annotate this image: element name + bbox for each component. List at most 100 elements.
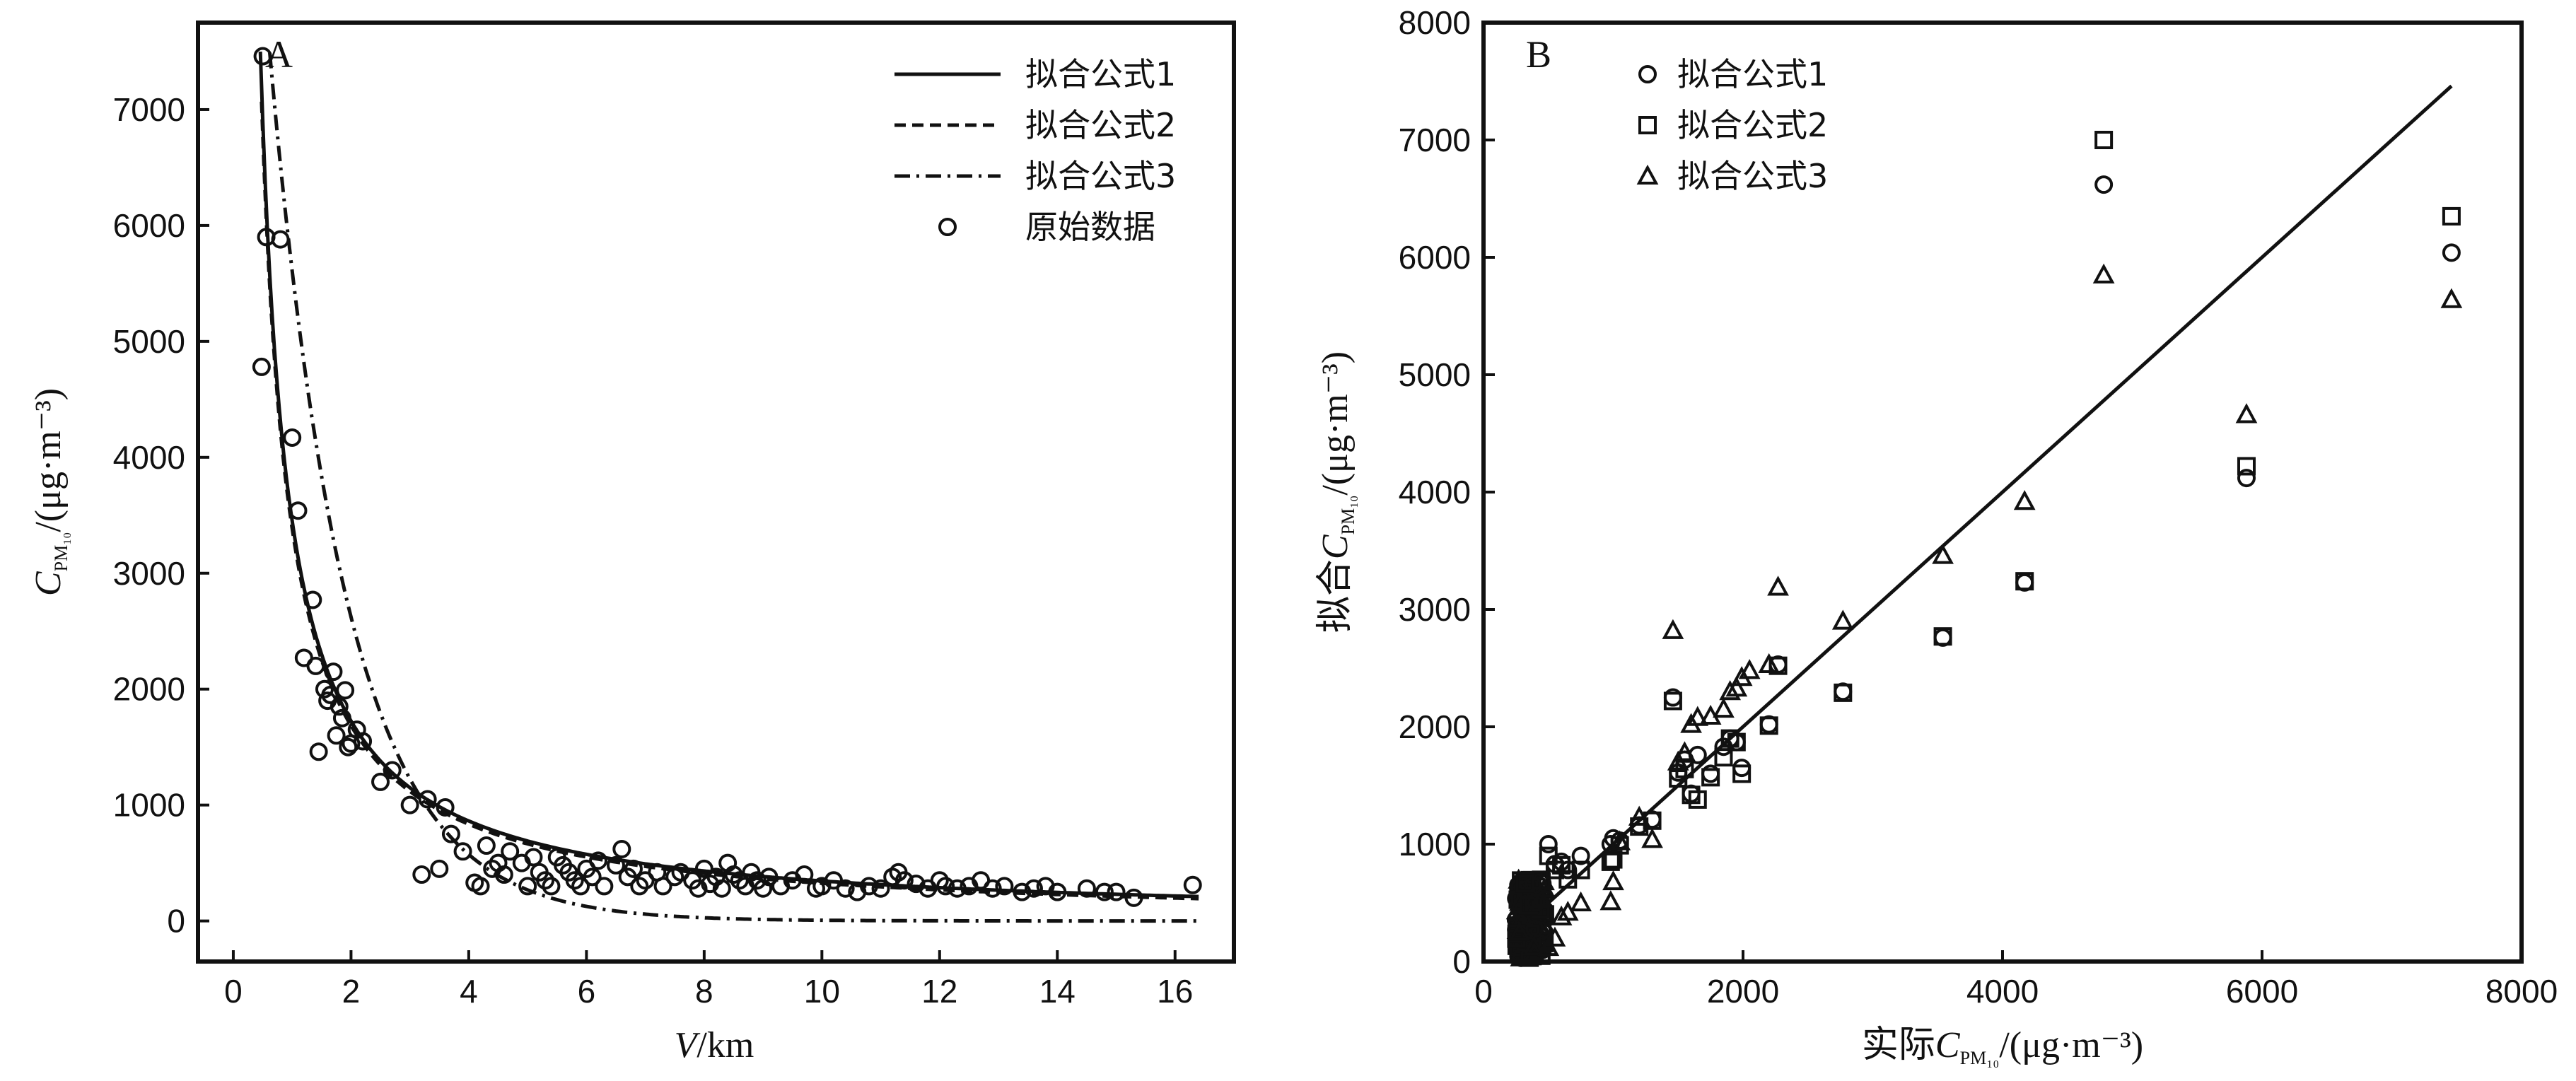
- panel-b-y-tick-label: 8000: [1399, 4, 1471, 41]
- panel-b-point-triangle: [2440, 288, 2463, 308]
- panel-b-legend-marker-2: [1638, 116, 1657, 134]
- panel-b-point-triangle: [1738, 659, 1761, 679]
- panel-a-data-point: [471, 877, 490, 896]
- panel-a-data-point: [589, 851, 608, 870]
- panel-a-xlabel-italic: V: [675, 1025, 701, 1065]
- panel-a-data-point: [324, 662, 343, 682]
- panel-b-legend: 拟合公式1 拟合公式2 拟合公式3: [1636, 55, 1828, 195]
- panel-a-data-point: [524, 848, 543, 867]
- panel-a-data-point: [653, 877, 672, 896]
- panel-a-data-point: [836, 879, 855, 898]
- panel-a-legend-label: 拟合公式1: [1025, 55, 1176, 93]
- panel-b-point-triangle: [1628, 805, 1650, 826]
- panel-a-y-tick-label: 2000: [113, 671, 185, 708]
- panel-b-point-square: [2442, 206, 2461, 226]
- panel-a-ylabel-main: C: [28, 571, 69, 596]
- panel-a-y-tick-label: 3000: [113, 555, 185, 592]
- panel-b-x-tick-label: 4000: [1966, 973, 2039, 1010]
- panel-b-point-triangle: [1602, 870, 1624, 891]
- panel-a-data-point: [1183, 875, 1202, 894]
- panel-a-data-point: [315, 679, 334, 699]
- panel-b-point-triangle: [1667, 750, 1689, 771]
- panel-b-point-triangle: [1686, 706, 1709, 726]
- panel-b-point-circle: [1539, 835, 1558, 853]
- panel-b-point-triangle: [1767, 575, 1789, 596]
- panel-b-cluster-point: [1527, 893, 1546, 912]
- panel-b-point-square: [1669, 769, 1688, 788]
- panel-a-legend-marker: [938, 218, 957, 236]
- panel-a-data-point: [327, 726, 346, 745]
- panel-b-point-triangle: [2013, 490, 2036, 510]
- panel-a-data-point: [289, 501, 308, 520]
- panel-a-data-point: [303, 590, 322, 609]
- panel-b-point-triangle: [1609, 830, 1631, 851]
- panel-b-label: B: [1526, 33, 1551, 76]
- panel-b-cluster-point: [1533, 921, 1552, 940]
- panel-a-data-point: [1095, 882, 1114, 901]
- panel-a-data-point: [477, 836, 496, 855]
- panel-b-frame: [1481, 21, 2524, 964]
- panel-b-point-square: [1663, 691, 1682, 711]
- panel-a-data-point: [494, 865, 513, 884]
- panel-a-data-point: [542, 877, 561, 896]
- panel-a-data-point: [983, 879, 1002, 898]
- panel-a-data-point: [689, 879, 708, 898]
- panel-a-label: A: [265, 33, 293, 76]
- panel-a-data-point: [430, 859, 449, 878]
- panel-a-data-point: [371, 772, 390, 791]
- panel-a-data-point: [948, 879, 967, 898]
- panel-b-point-triangle: [1730, 666, 1753, 686]
- panel-b-point-triangle: [1758, 653, 1781, 674]
- panel-b-ylabel-sub: PM₁₀: [1338, 496, 1358, 535]
- panel-a-data-point: [536, 871, 555, 890]
- panel-a-data-point: [330, 697, 349, 716]
- panel-b-point-triangle: [1544, 926, 1566, 947]
- panel-b-point-square: [1571, 860, 1590, 880]
- panel-b-legend-label: 拟合公式1: [1677, 55, 1828, 93]
- panel-a-data-point: [1024, 879, 1043, 898]
- panel-b-point-square: [1732, 764, 1752, 783]
- panel-a-data-point: [1124, 888, 1143, 907]
- panel-a-xlabel-rest: /km: [697, 1025, 754, 1065]
- panel-a-data-point: [606, 855, 625, 875]
- panel-a-data-point: [1013, 882, 1032, 901]
- panel-b-y-tick-label: 6000: [1399, 239, 1471, 276]
- panel-b-x-tick-label: 0: [1474, 973, 1493, 1010]
- panel-a-data-point: [630, 877, 649, 896]
- panel-b-y-axis-label: 拟合CPM₁₀/(μg·m⁻³): [1315, 351, 1358, 633]
- panel-a-x-tick-label: 16: [1157, 973, 1193, 1010]
- panel-a-data-point: [624, 859, 643, 878]
- panel-a-data-point: [859, 877, 878, 896]
- panel-b-cluster-point: [1515, 874, 1534, 893]
- panel-a-y-tick-label: 6000: [113, 207, 185, 244]
- panel-a-legend-label: 拟合公式3: [1025, 157, 1176, 195]
- panel-a-legend: 拟合公式1 拟合公式2 拟合公式3 原始数据: [894, 55, 1176, 246]
- panel-b-cluster-point: [1508, 921, 1531, 941]
- panel-b: 0 2000 4000 6000 8000 0 1000 2000 3000 4000 5000 60…: [1315, 4, 2558, 1068]
- panel-a-x-tick-label: 12: [921, 973, 957, 1010]
- panel-b-point-circle: [1571, 846, 1590, 865]
- panel-a-data-point: [712, 879, 731, 898]
- panel-a: 0 2 4 6 8 10 12 14 16 0 1000 2000 3000 4000 5000 6000 70…: [28, 21, 1236, 1065]
- panel-b-point-square: [1714, 748, 1733, 767]
- panel-a-y-axis-label: CPM₁₀/(μg·m⁻³): [28, 388, 71, 596]
- panel-b-point-square: [1630, 817, 1649, 836]
- panel-b-ylabel-prefix: 拟合: [1315, 559, 1356, 633]
- panel-b-point-triangle: [1662, 619, 1684, 639]
- panel-b-point-triangle: [1537, 935, 1560, 957]
- panel-b-y-tick-label: 2000: [1399, 708, 1471, 745]
- panel-b-legend-marker-1: [1638, 65, 1657, 83]
- panel-a-data-point: [283, 428, 302, 447]
- panel-b-point-square: [2237, 457, 2256, 476]
- panel-b-point-square: [1604, 850, 1623, 869]
- panel-a-data-point: [400, 795, 419, 814]
- panel-b-y-tick-label: 3000: [1399, 591, 1471, 628]
- panel-b-cluster-point: [1525, 919, 1544, 938]
- panel-b-point-triangle: [1713, 697, 1735, 718]
- panel-b-point-square: [1601, 852, 1620, 871]
- panel-a-data-point: [309, 742, 328, 761]
- panel-b-point-square: [1933, 627, 1952, 646]
- panel-b-point-triangle: [1599, 890, 1622, 911]
- panel-b-x-axis-label: 实际CPM₁₀/(μg·m⁻³): [1862, 1025, 2143, 1068]
